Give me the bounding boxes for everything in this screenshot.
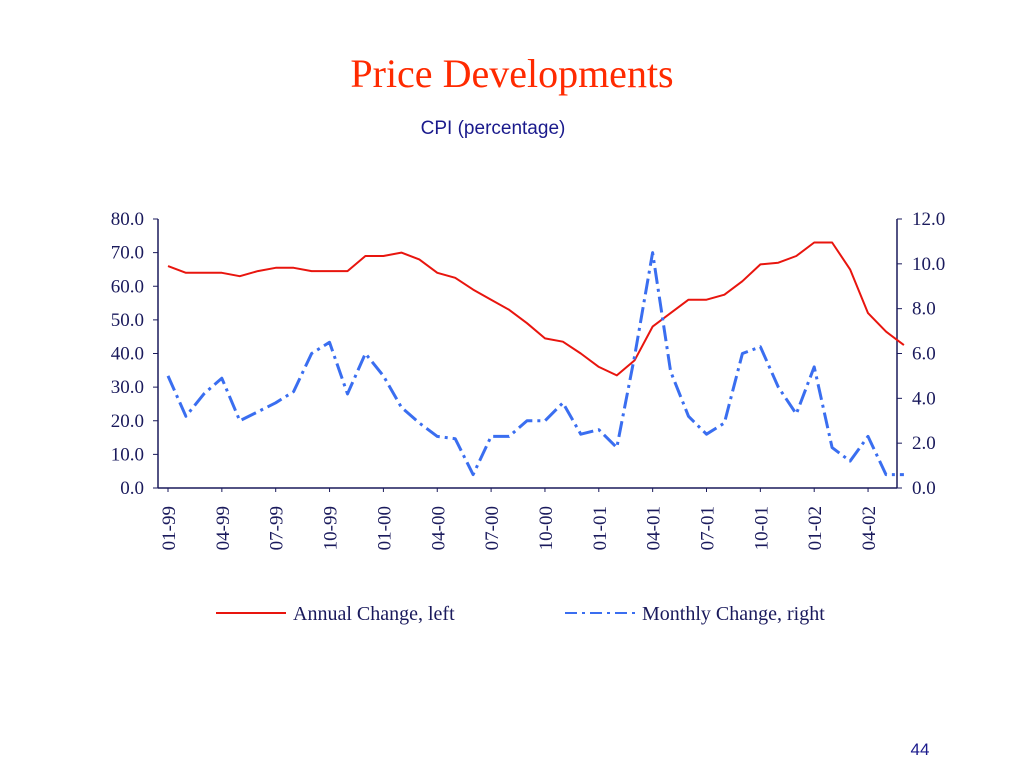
x-tick-label: 01-01 xyxy=(590,506,611,550)
monthly-change-line xyxy=(166,251,904,477)
y-left-tick-label: 10.0 xyxy=(111,444,144,465)
chart-subtitle: CPI (percentage) xyxy=(420,118,566,139)
x-tick-label: 10-00 xyxy=(536,506,557,550)
y-right-tick-label: 10.0 xyxy=(912,254,945,275)
annual-change-line xyxy=(167,241,905,377)
x-tick-label: 07-01 xyxy=(698,506,719,550)
y-left-tick-label: 50.0 xyxy=(111,310,144,331)
axes-layer: 0.0 10.0 20.0 30.0 40.0 50.0 60.0 70.0 80.0 0.0 2.… xyxy=(111,209,946,550)
x-tick-label: 07-99 xyxy=(267,506,288,550)
x-tick-label: 10-01 xyxy=(751,506,772,550)
y-left-tick-label: 30.0 xyxy=(111,377,144,398)
y-right-tick-label: 6.0 xyxy=(912,344,936,365)
y-right-tick-label: 8.0 xyxy=(912,299,936,320)
legend-monthly-label: Monthly Change, right xyxy=(642,603,825,625)
x-tick-label: 01-99 xyxy=(159,506,180,550)
x-tick-label: 04-00 xyxy=(428,506,449,550)
y-right-tick-label: 12.0 xyxy=(912,209,945,230)
series-layer xyxy=(166,241,905,477)
y-right-tick-label: 0.0 xyxy=(912,478,936,499)
x-tick-label: 04-01 xyxy=(644,506,665,550)
x-tick-label: 04-02 xyxy=(859,506,880,550)
y-left-tick-label: 60.0 xyxy=(111,276,144,297)
y-left-tick-label: 70.0 xyxy=(111,243,144,264)
x-tick-label: 07-00 xyxy=(482,506,503,550)
y-left-tick-label: 20.0 xyxy=(111,411,144,432)
y-left-tick-label: 80.0 xyxy=(111,209,144,230)
x-tick-label: 04-99 xyxy=(213,506,234,550)
x-tick-label: 10-99 xyxy=(321,506,342,550)
page-number: 44 xyxy=(910,740,930,759)
y-left-tick-label: 0.0 xyxy=(120,478,144,499)
legend: Annual Change, left Monthly Change, right xyxy=(216,603,825,625)
slide-title: Price Developments xyxy=(350,51,674,96)
x-tick-label: 01-02 xyxy=(805,506,826,550)
x-tick-label: 01-00 xyxy=(374,506,395,550)
y-right-tick-label: 4.0 xyxy=(912,388,936,409)
y-left-tick-label: 40.0 xyxy=(111,344,144,365)
y-right-tick-label: 2.0 xyxy=(912,433,936,454)
legend-annual-label: Annual Change, left xyxy=(293,603,455,625)
